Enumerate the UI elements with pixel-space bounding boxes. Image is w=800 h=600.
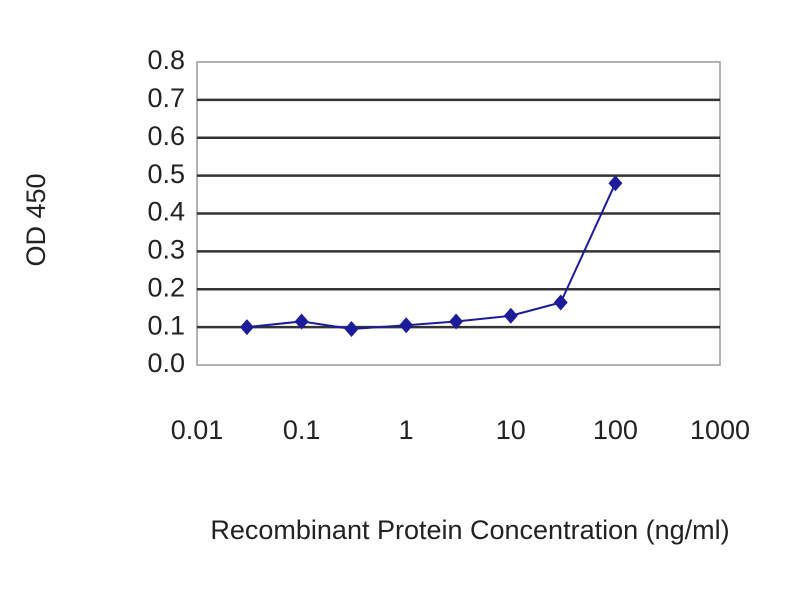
y-tick-label: 0.7 [147,83,185,113]
x-tick-label: 10 [496,415,526,445]
x-tick-label: 0.1 [283,415,321,445]
y-tick-label: 0.5 [147,159,185,189]
y-tick-label: 0.8 [147,45,185,75]
data-point [608,175,623,192]
x-tick-label: 1000 [690,415,750,445]
data-line [246,182,617,331]
data-point [399,317,414,334]
data-point [449,313,464,330]
data-point [239,319,254,336]
data-point [503,307,518,324]
x-tick-label: 0.01 [171,415,224,445]
y-axis-label: OD 450 [21,173,51,266]
x-tick-label: 100 [593,415,638,445]
y-tick-label: 0.4 [147,197,185,227]
x-tick-label: 1 [399,415,414,445]
data-point [344,321,359,338]
data-point [294,313,309,330]
y-tick-label: 0.6 [147,121,185,151]
y-tick-label: 0.2 [147,272,185,302]
data-point [553,294,568,311]
y-tick-label: 0.1 [147,310,185,340]
y-tick-label: 0.0 [147,348,185,378]
y-tick-label: 0.3 [147,235,185,265]
x-axis-label: Recombinant Protein Concentration (ng/ml… [210,515,729,545]
